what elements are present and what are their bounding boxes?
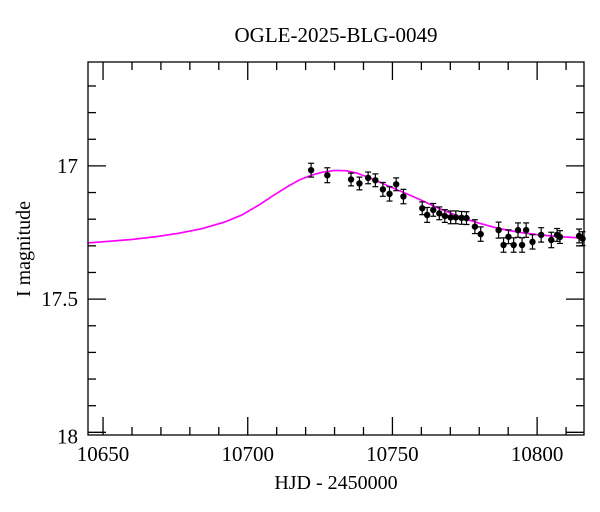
data-point xyxy=(419,201,426,216)
data-point xyxy=(463,211,470,226)
data-point xyxy=(500,237,507,253)
data-marker xyxy=(518,241,526,249)
x-tick-label: 10800 xyxy=(511,442,564,466)
data-marker xyxy=(347,176,355,183)
x-axis-label: HJD - 2450000 xyxy=(274,472,397,494)
data-point xyxy=(537,227,545,243)
data-marker xyxy=(324,172,331,179)
data-point xyxy=(423,206,431,223)
data-marker xyxy=(529,238,536,246)
data-point xyxy=(441,209,449,223)
x-tick-label: 10750 xyxy=(366,442,419,466)
data-marker xyxy=(447,214,454,221)
data-marker xyxy=(537,231,545,239)
model-curve xyxy=(87,169,585,244)
data-marker xyxy=(372,177,379,184)
data-point xyxy=(510,237,517,253)
data-marker xyxy=(430,206,437,214)
plot-title: OGLE-2025-BLG-0049 xyxy=(235,23,438,47)
data-point xyxy=(372,173,379,188)
data-point xyxy=(364,171,372,185)
data-point xyxy=(392,177,400,192)
data-marker xyxy=(307,166,315,174)
data-marker xyxy=(458,214,465,222)
y-tick-label: 18 xyxy=(57,424,78,448)
data-point xyxy=(471,219,479,235)
data-point xyxy=(400,188,407,205)
data-marker xyxy=(436,210,443,217)
data-marker xyxy=(386,190,393,198)
data-point xyxy=(307,162,315,178)
data-marker xyxy=(400,193,407,200)
data-marker xyxy=(471,223,479,230)
y-tick-label: 17 xyxy=(57,154,78,178)
data-marker xyxy=(423,211,431,219)
y-tick-label: 17.5 xyxy=(41,287,78,311)
data-marker xyxy=(419,205,426,212)
data-point xyxy=(505,229,512,245)
data-point xyxy=(514,222,522,238)
data-marker xyxy=(392,181,400,188)
data-point xyxy=(356,176,363,191)
tick-labels: 10650 10700 10750 10800 17 17.5 18 xyxy=(41,154,563,466)
data-marker xyxy=(510,241,517,249)
data-marker xyxy=(379,186,387,193)
data-point xyxy=(447,210,454,225)
data-point xyxy=(556,230,564,245)
data-point xyxy=(324,167,331,184)
model-curve-layer xyxy=(87,169,585,244)
data-point xyxy=(379,181,387,197)
data-point xyxy=(436,206,443,221)
y-axis-label: I magnitude xyxy=(13,201,35,297)
data-marker xyxy=(505,233,512,240)
x-tick-label: 10650 xyxy=(77,442,130,466)
data-marker xyxy=(356,180,363,187)
data-marker xyxy=(514,226,522,234)
data-point xyxy=(452,210,460,225)
data-marker xyxy=(477,230,484,238)
data-point xyxy=(477,226,484,242)
data-points-layer xyxy=(307,162,586,253)
plot-frame xyxy=(87,61,585,436)
data-point xyxy=(522,222,530,238)
data-point xyxy=(495,221,502,239)
axis-ticks xyxy=(88,62,584,435)
data-point xyxy=(575,228,583,244)
data-marker xyxy=(441,212,449,220)
data-marker xyxy=(364,174,372,182)
data-marker xyxy=(548,236,555,244)
data-marker xyxy=(463,214,470,222)
data-marker xyxy=(500,241,507,249)
data-point xyxy=(347,172,355,187)
data-point xyxy=(548,231,555,249)
data-point xyxy=(430,202,437,217)
data-point xyxy=(518,237,526,253)
data-marker xyxy=(522,226,530,234)
data-marker xyxy=(495,226,502,234)
data-marker xyxy=(556,233,564,241)
x-tick-label: 10700 xyxy=(221,442,274,466)
data-marker xyxy=(452,214,460,221)
data-point xyxy=(529,234,536,250)
data-marker xyxy=(579,235,586,242)
data-point xyxy=(386,186,393,202)
